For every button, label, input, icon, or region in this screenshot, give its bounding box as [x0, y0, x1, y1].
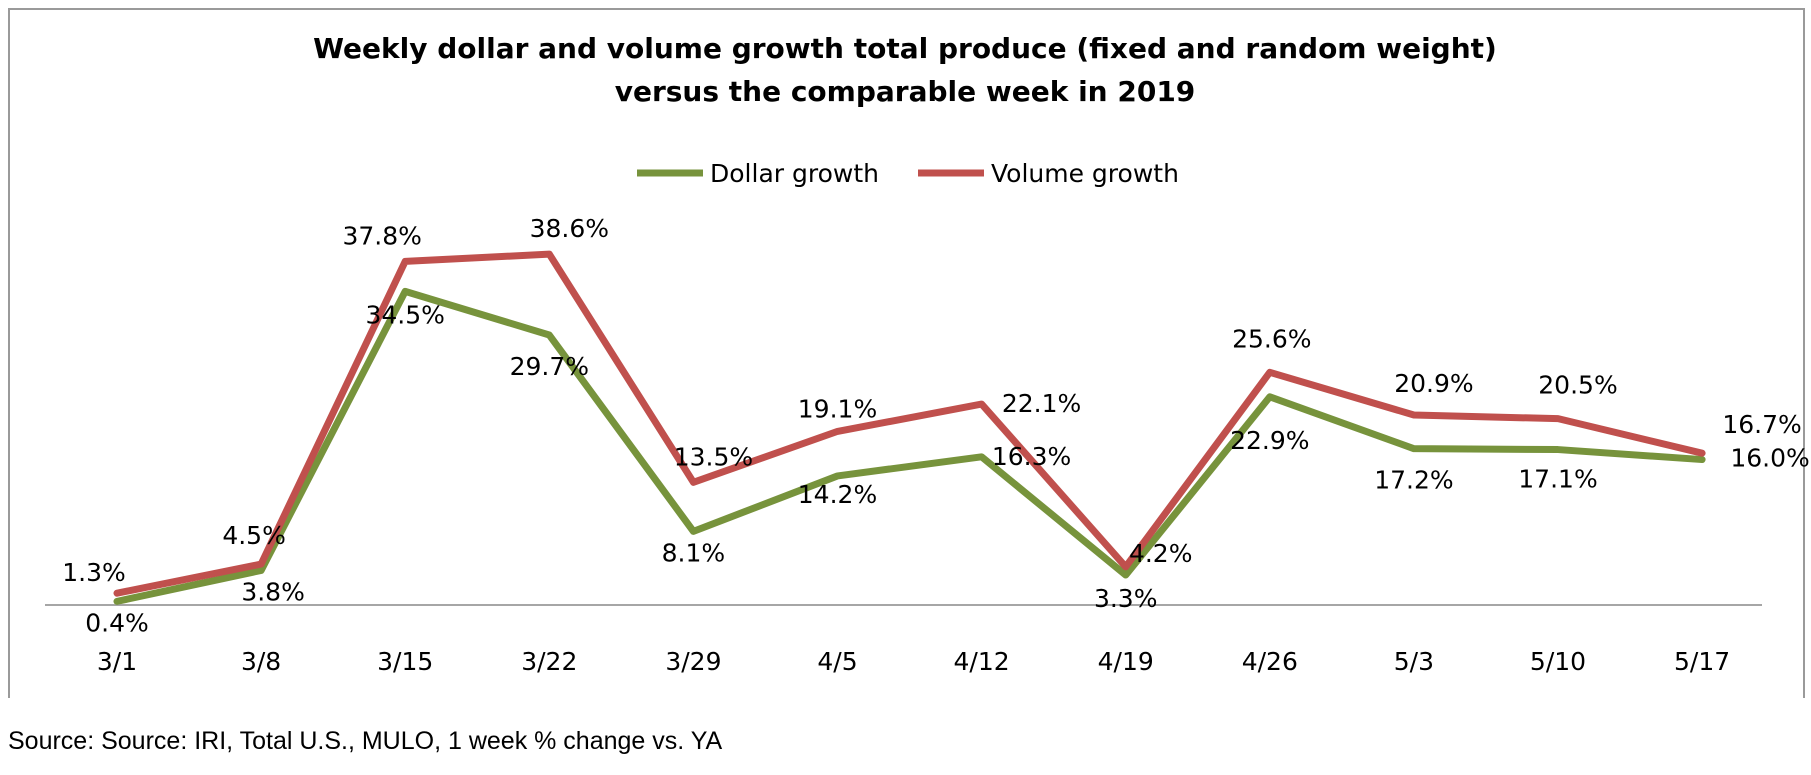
volume-growth-data-label: 38.6% — [530, 214, 609, 243]
chart-legend: Dollar growth Volume growth — [637, 159, 1179, 188]
volume-growth-data-label: 37.8% — [342, 221, 421, 250]
x-tick-label: 3/8 — [241, 647, 281, 676]
volume-growth-data-label: 19.1% — [798, 394, 877, 423]
dollar-growth-data-label: 3.8% — [241, 577, 305, 606]
x-tick-label: 3/22 — [521, 647, 577, 676]
volume-growth-data-label: 20.5% — [1538, 371, 1617, 400]
dollar-growth-data-label: 16.3% — [992, 442, 1071, 471]
chart-title: Weekly dollar and volume growth total pr… — [313, 32, 1497, 65]
data-labels: 0.4% 3.8% 34.5% 29.7% 8.1% 14.2% 16.3% 3.3% 22.9… — [62, 214, 1810, 637]
volume-growth-data-label: 4.5% — [222, 521, 286, 550]
x-tick-label: 4/19 — [1098, 647, 1154, 676]
line-chart: Weekly dollar and volume growth total pr… — [45, 32, 1810, 676]
volume-growth-data-label: 13.5% — [674, 442, 753, 471]
source-note: Source: Source: IRI, Total U.S., MULO, 1… — [8, 727, 723, 755]
dollar-growth-data-label: 17.2% — [1374, 466, 1453, 495]
volume-growth-data-label: 4.2% — [1129, 539, 1193, 568]
x-axis-ticks: 3/1 3/8 3/15 3/22 3/29 4/5 4/12 4/19 4/26 5/3 5/10… — [97, 647, 1730, 676]
dollar-growth-data-label: 34.5% — [365, 300, 444, 329]
x-tick-label: 3/1 — [97, 647, 137, 676]
volume-growth-data-label: 1.3% — [62, 558, 126, 587]
x-tick-label: 4/5 — [817, 647, 857, 676]
chart-subtitle: versus the comparable week in 2019 — [615, 75, 1196, 108]
dollar-growth-data-label: 8.1% — [662, 538, 726, 567]
x-tick-label: 4/12 — [954, 647, 1010, 676]
dollar-growth-data-label: 29.7% — [510, 352, 589, 381]
legend-label-dollar-growth: Dollar growth — [710, 159, 879, 188]
volume-growth-data-label: 22.1% — [1002, 389, 1081, 418]
dollar-growth-line — [113, 287, 1706, 605]
volume-growth-data-label: 20.9% — [1394, 369, 1473, 398]
dollar-growth-data-label: 3.3% — [1094, 584, 1158, 613]
volume-growth-line — [113, 250, 1706, 597]
dollar-growth-data-label: 14.2% — [798, 480, 877, 509]
legend-label-volume-growth: Volume growth — [991, 159, 1179, 188]
x-tick-label: 4/26 — [1242, 647, 1298, 676]
volume-growth-data-label: 25.6% — [1232, 324, 1311, 353]
x-tick-label: 5/17 — [1674, 647, 1730, 676]
dollar-growth-data-label: 17.1% — [1518, 465, 1597, 494]
chart-frame — [8, 8, 1805, 698]
series-lines — [113, 250, 1706, 605]
x-tick-label: 3/29 — [665, 647, 721, 676]
x-tick-label: 3/15 — [377, 647, 433, 676]
dollar-growth-data-label: 22.9% — [1230, 426, 1309, 455]
x-tick-label: 5/3 — [1394, 647, 1434, 676]
volume-growth-data-label: 16.7% — [1722, 410, 1801, 439]
dollar-growth-data-label: 0.4% — [85, 608, 149, 637]
x-tick-label: 5/10 — [1530, 647, 1586, 676]
dollar-growth-data-label: 16.0% — [1730, 444, 1809, 473]
